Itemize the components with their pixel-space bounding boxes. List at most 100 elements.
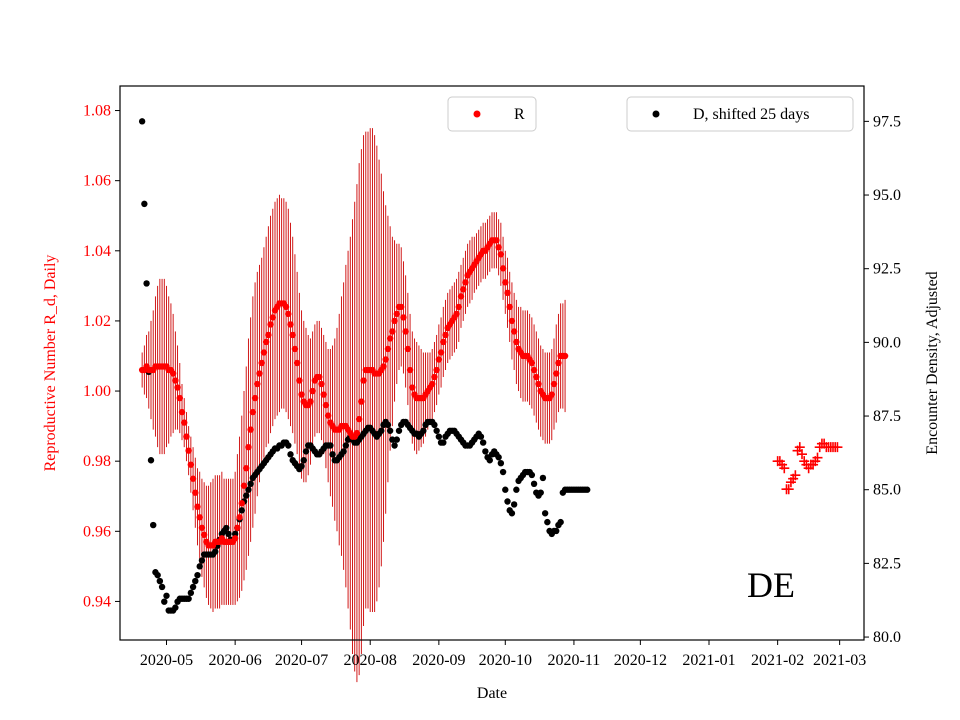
r-point	[324, 412, 332, 419]
r-point	[243, 464, 250, 472]
d-point	[510, 501, 518, 508]
r-point	[398, 303, 405, 311]
d-point	[158, 583, 166, 591]
d-point	[584, 486, 591, 493]
d-point	[482, 448, 489, 455]
legend-r-box	[447, 96, 537, 132]
d-point	[163, 592, 170, 599]
r-point	[307, 398, 314, 405]
r-point	[453, 310, 460, 318]
r-point	[440, 338, 447, 346]
r-point	[409, 384, 416, 391]
r-tail-point	[797, 449, 807, 460]
d-point	[513, 486, 520, 493]
y-left-tick-label: 0.94	[83, 593, 111, 610]
r-point	[291, 345, 299, 353]
r-point	[189, 475, 197, 482]
d-point	[431, 421, 438, 429]
y-left-tick-label: 1.00	[83, 383, 111, 400]
d-point	[544, 518, 551, 526]
r-tail-series	[772, 438, 843, 495]
legend-r-marker	[473, 110, 481, 118]
r-point	[183, 433, 190, 440]
r-point	[200, 531, 208, 539]
r-point	[247, 426, 254, 433]
d-point	[302, 448, 310, 455]
d-point	[300, 457, 307, 464]
r-point	[386, 335, 394, 342]
r-point	[493, 237, 500, 244]
r-point	[169, 370, 177, 377]
x-axis-label: Date	[477, 685, 507, 702]
r-point	[178, 408, 186, 416]
y-right-tick-label: 92.5	[873, 261, 901, 278]
r-point	[391, 317, 398, 325]
d-point	[147, 457, 155, 464]
plot-frame	[119, 85, 865, 641]
y-axis-right-label: Encounter Density, Adjusted	[924, 271, 941, 454]
y-axis-left-label: Reproductive Number R_d, Daily	[42, 255, 59, 472]
r-point	[322, 401, 330, 409]
d-point	[393, 436, 400, 443]
r-point	[293, 359, 301, 367]
d-point	[223, 524, 230, 532]
r-tail-point	[832, 442, 843, 453]
r-point	[269, 314, 276, 321]
d-point	[172, 604, 179, 611]
y-right-tick-label: 90.0	[873, 334, 901, 351]
x-tick-label: 2021-01	[682, 652, 735, 669]
r-point	[282, 303, 290, 311]
r-point	[435, 356, 443, 363]
d-point	[508, 510, 516, 517]
x-tick-label: 2020-05	[140, 652, 193, 669]
r-point	[196, 514, 203, 521]
r-point	[251, 394, 259, 402]
d-point	[298, 462, 305, 470]
r-point	[172, 377, 179, 384]
r-point	[358, 398, 365, 405]
r-point	[265, 331, 272, 339]
x-tick-label: 2020-08	[344, 652, 397, 669]
d-point	[440, 439, 447, 446]
r-point	[249, 408, 257, 416]
d-point	[238, 507, 245, 514]
r-point	[429, 380, 436, 388]
d-point	[231, 530, 239, 538]
d-point	[435, 433, 443, 440]
r-tail-point	[794, 442, 805, 453]
country-annotation: DE	[747, 565, 795, 605]
d-point	[285, 442, 292, 449]
r-tail-point	[812, 452, 823, 463]
r-tail-point	[779, 463, 790, 474]
y-right-tick-label: 82.5	[873, 555, 901, 572]
d-point	[287, 451, 294, 458]
d-point	[497, 459, 505, 467]
d-point	[537, 489, 544, 496]
r-point	[504, 289, 511, 297]
x-tick-label: 2021-03	[813, 652, 866, 669]
r-point	[285, 310, 292, 318]
y-left-tick-label: 0.98	[83, 453, 111, 470]
d-point	[156, 577, 164, 585]
x-tick-label: 2021-02	[751, 652, 804, 669]
y-left-tick-label: 1.08	[83, 103, 111, 120]
r-point	[513, 338, 520, 346]
d-point	[161, 598, 168, 605]
r-point	[455, 303, 462, 311]
r-point	[393, 310, 400, 318]
d-point	[340, 448, 347, 455]
r-point	[238, 500, 245, 507]
r-point	[234, 524, 241, 531]
d-point	[386, 427, 394, 434]
r-point	[404, 345, 412, 353]
r-point	[262, 338, 270, 346]
r-point	[245, 443, 252, 451]
r-point	[298, 391, 305, 398]
r-point	[309, 387, 316, 395]
legend-d: D, shifted 25 days	[626, 96, 854, 132]
legend-d-box	[626, 96, 854, 132]
r-point	[495, 244, 502, 251]
r-point	[318, 380, 325, 388]
r-point	[256, 370, 263, 377]
